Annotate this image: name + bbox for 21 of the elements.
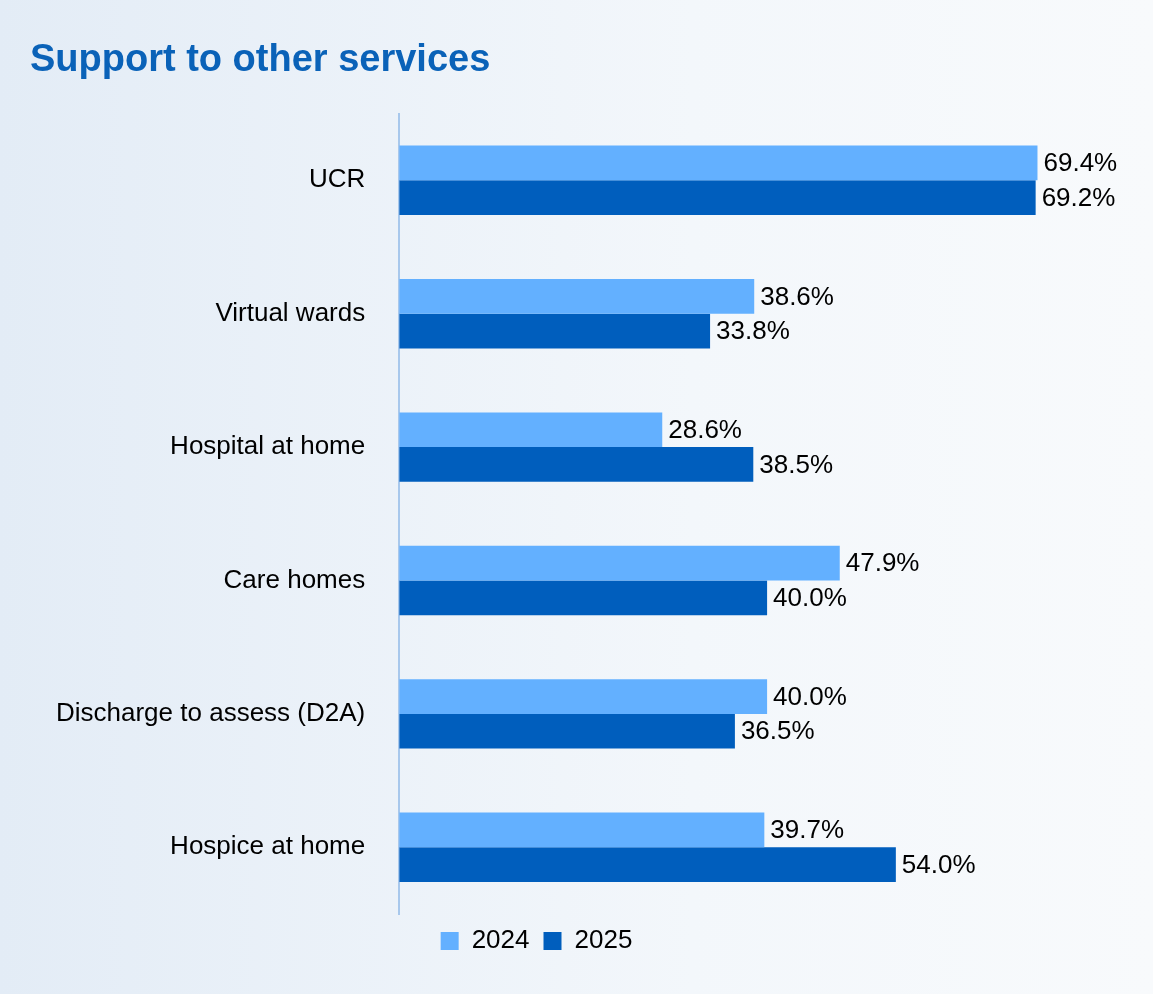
y-tick-label: Care homes <box>223 563 366 594</box>
y-tick-label: Discharge to assess (D2A) <box>55 697 366 728</box>
legend-label: 2024 <box>471 924 530 955</box>
y-tick-label: Virtual wards <box>215 296 366 327</box>
y-tick-label: Hospice at home <box>170 830 366 861</box>
data-label: 47.9% <box>845 547 920 578</box>
data-label: 28.6% <box>668 413 742 444</box>
y-tick-label: Hospital at home <box>170 430 366 461</box>
data-label: 39.7% <box>770 814 845 845</box>
legend-label: 2025 <box>574 924 633 955</box>
data-label: 69.2% <box>1041 181 1116 212</box>
data-label: 40.0% <box>773 582 847 613</box>
data-label: 38.6% <box>760 280 834 311</box>
data-label: 69.4% <box>1043 147 1118 178</box>
data-label: 54.0% <box>901 848 976 879</box>
y-tick-label: UCR <box>308 163 366 194</box>
data-label: 33.8% <box>716 315 790 346</box>
data-label: 38.5% <box>759 448 834 479</box>
data-label: 36.5% <box>740 715 815 746</box>
chart-title: Support to other services <box>30 37 491 80</box>
data-label: 40.0% <box>773 680 847 711</box>
